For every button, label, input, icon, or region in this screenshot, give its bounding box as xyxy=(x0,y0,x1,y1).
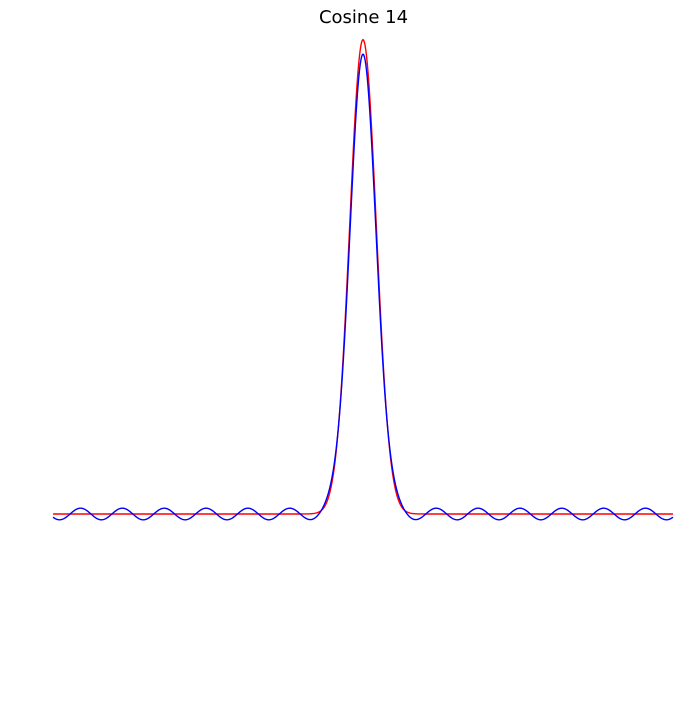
series-line-2 xyxy=(52,53,674,521)
series-layer xyxy=(52,38,674,521)
series-line-1 xyxy=(53,38,673,515)
chart-title: Cosine 14 xyxy=(318,7,409,28)
